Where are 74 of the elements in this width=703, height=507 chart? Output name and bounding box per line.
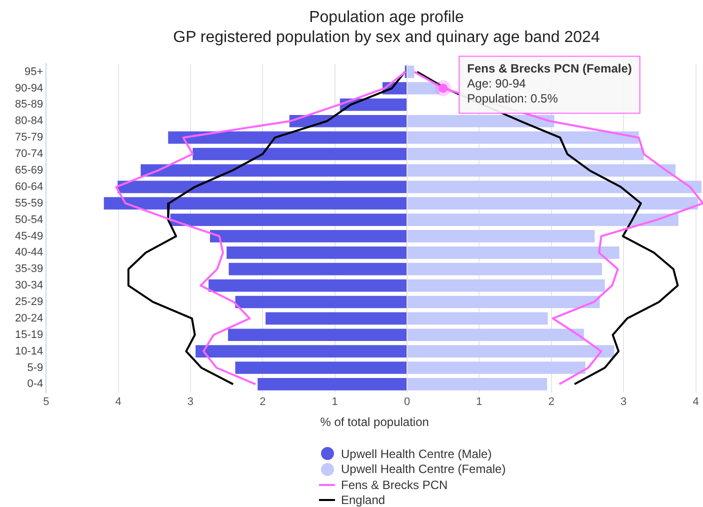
y-tick-label: 55-59: [14, 197, 44, 210]
bar: [408, 362, 586, 374]
bar: [408, 82, 440, 94]
x-tick-label: 2: [260, 396, 266, 408]
bar: [210, 230, 407, 242]
bar: [196, 345, 407, 358]
y-tick-label: 35-39: [14, 263, 44, 276]
x-tick-label: 4: [115, 396, 122, 408]
legend-label: Upwell Health Centre (Male): [341, 446, 492, 461]
bar: [408, 114, 554, 128]
y-tick-label: 25-29: [14, 296, 44, 308]
bar: [408, 262, 602, 276]
y-tick-label: 50-54: [14, 214, 44, 226]
legend-label: Fens & Brecks PCN: [341, 478, 448, 492]
bar: [226, 246, 407, 259]
y-tick-label: 10-14: [14, 345, 44, 358]
legend-label: England: [341, 493, 386, 507]
bar: [289, 114, 407, 128]
bar: [192, 148, 407, 160]
bar: [266, 312, 407, 325]
y-tick-label: 65-69: [14, 164, 44, 176]
bar: [408, 164, 676, 177]
y-tick-label: 70-74: [14, 148, 44, 160]
y-tick-label: 45-49: [14, 230, 44, 242]
x-tick-label: 1: [332, 396, 338, 408]
bar: [235, 296, 407, 308]
bar: [408, 345, 614, 358]
x-tick-label: 4: [692, 396, 699, 408]
y-tick-label: 90-94: [14, 82, 44, 94]
bar: [168, 131, 407, 144]
bar: [408, 279, 605, 292]
bar: [408, 66, 414, 78]
y-tick-label: 80-84: [14, 115, 44, 128]
bar: [408, 328, 584, 342]
x-tick-label: 2: [548, 396, 554, 408]
bar: [408, 131, 639, 144]
y-tick-label: 40-44: [14, 246, 44, 259]
x-tick-label: 0: [404, 396, 410, 408]
bar: [408, 296, 600, 308]
x-tick-label: 1: [476, 396, 482, 408]
chart-subtitle: GP registered population by sex and quinary age band 2024: [172, 28, 601, 48]
x-axis-title: % of total population: [320, 415, 429, 430]
bar: [104, 197, 407, 210]
bar: [258, 378, 407, 390]
y-tick-label: 60-64: [14, 180, 44, 193]
bar: [118, 180, 407, 194]
y-tick-label: 5-9: [27, 362, 44, 374]
y-tick-label: 30-34: [14, 280, 44, 292]
bar: [408, 246, 620, 259]
bar: [408, 230, 595, 242]
bar: [228, 328, 407, 342]
legend-label: Upwell Health Centre (Female): [341, 462, 506, 476]
bar: [408, 180, 702, 194]
bar: [408, 148, 644, 160]
chart-title: Population age profile: [308, 8, 465, 28]
y-tick-label: 85-89: [14, 98, 44, 111]
y-tick-label: 95+: [24, 66, 44, 78]
y-tick-label: 20-24: [14, 312, 44, 324]
y-tick-label: 75-79: [14, 132, 44, 144]
y-tick-label: 15-19: [14, 328, 44, 341]
x-tick-label: 3: [620, 396, 627, 408]
annotation: Fens & Brecks PCN (Female) Age: 90-94 Population: 0.5%: [467, 62, 632, 106]
bar: [140, 164, 407, 177]
bar: [408, 197, 698, 210]
bar: [235, 362, 407, 374]
bar: [170, 214, 407, 226]
bar: [408, 214, 678, 226]
bar: [408, 312, 548, 325]
bar: [408, 378, 548, 390]
y-tick-label: 0-4: [27, 378, 44, 390]
bar: [228, 262, 407, 276]
bar: [208, 279, 407, 292]
x-tick-label: 3: [187, 396, 194, 408]
x-tick-label: 5: [43, 396, 50, 408]
